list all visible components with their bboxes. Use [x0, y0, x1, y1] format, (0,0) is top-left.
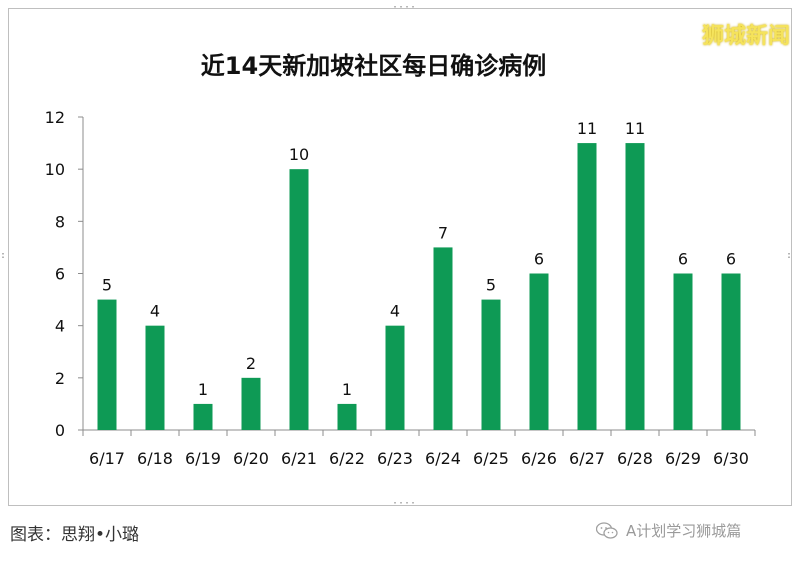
x-tick-label: 6/22 — [329, 449, 365, 468]
data-label: 6 — [534, 250, 544, 269]
bar-6-24 — [433, 247, 453, 430]
data-label: 11 — [625, 119, 645, 138]
x-tick-label: 6/19 — [185, 449, 221, 468]
y-tick-label: 2 — [55, 369, 65, 388]
y-tick-label: 0 — [55, 421, 65, 440]
watermark-logo: 狮城新闻 — [701, 24, 790, 49]
data-label: 6 — [726, 250, 736, 269]
data-label: 5 — [102, 276, 112, 295]
bar-6-17 — [97, 299, 117, 430]
data-label: 7 — [438, 223, 448, 242]
data-label: 4 — [390, 302, 400, 321]
bar-6-28 — [625, 143, 645, 431]
data-label: 2 — [246, 354, 256, 373]
x-tick-label: 6/25 — [473, 449, 509, 468]
x-axis: 6/17 6/18 6/19 6/20 6/21 6/22 6/23 6/24 6/25 6/26… — [82, 429, 756, 468]
x-tick-label: 6/26 — [521, 449, 557, 468]
x-tick-label: 6/20 — [233, 449, 269, 468]
data-label: 10 — [289, 145, 309, 164]
resize-handle-top[interactable]: ···· — [392, 2, 417, 13]
chart-title: 近14天新加坡社区每日确诊病例 — [200, 52, 547, 80]
resize-handle-bottom[interactable]: ···· — [392, 498, 417, 509]
bar-6-21 — [289, 169, 309, 430]
bar-6-25 — [481, 299, 501, 430]
data-label: 1 — [198, 380, 208, 399]
y-tick-label: 10 — [45, 160, 65, 179]
bar-6-27 — [577, 143, 597, 431]
bar-6-20 — [241, 377, 261, 430]
x-tick-label: 6/30 — [713, 449, 749, 468]
y-axis: 0 2 4 6 8 10 12 — [45, 108, 84, 440]
x-tick-label: 6/18 — [137, 449, 173, 468]
x-tick-label: 6/23 — [377, 449, 413, 468]
account-attribution: A计划学习狮城篇 — [596, 520, 741, 541]
x-tick-label: 6/28 — [617, 449, 653, 468]
data-label: 11 — [577, 119, 597, 138]
y-tick-label: 8 — [55, 212, 65, 231]
bar-6-18 — [145, 325, 165, 430]
bar-6-19 — [193, 403, 213, 430]
x-tick-label: 6/27 — [569, 449, 605, 468]
data-label: 5 — [486, 276, 496, 295]
y-tick-label: 6 — [55, 265, 65, 284]
y-tick-label: 4 — [55, 317, 65, 336]
bar-6-22 — [337, 403, 357, 430]
bar-6-23 — [385, 325, 405, 430]
data-label: 4 — [150, 302, 160, 321]
bar-6-26 — [529, 273, 549, 430]
y-tick-label: 12 — [45, 108, 65, 127]
data-label: 1 — [342, 380, 352, 399]
bar-6-29 — [673, 273, 693, 430]
x-tick-label: 6/29 — [665, 449, 701, 468]
chart-credit: 图表：思翔•小璐 — [10, 525, 140, 545]
x-tick-label: 6/21 — [281, 449, 317, 468]
resize-handle-right[interactable]: : — [786, 250, 793, 261]
bars: 5 4 1 2 10 1 4 7 5 6 11 11 6 6 — [97, 119, 741, 431]
wechat-icon — [596, 521, 618, 539]
resize-handle-left[interactable]: : — [0, 250, 7, 261]
x-tick-label: 6/24 — [425, 449, 461, 468]
data-label: 6 — [678, 250, 688, 269]
bar-6-30 — [721, 273, 741, 430]
x-tick-label: 6/17 — [89, 449, 125, 468]
account-name: A计划学习狮城篇 — [626, 522, 742, 540]
